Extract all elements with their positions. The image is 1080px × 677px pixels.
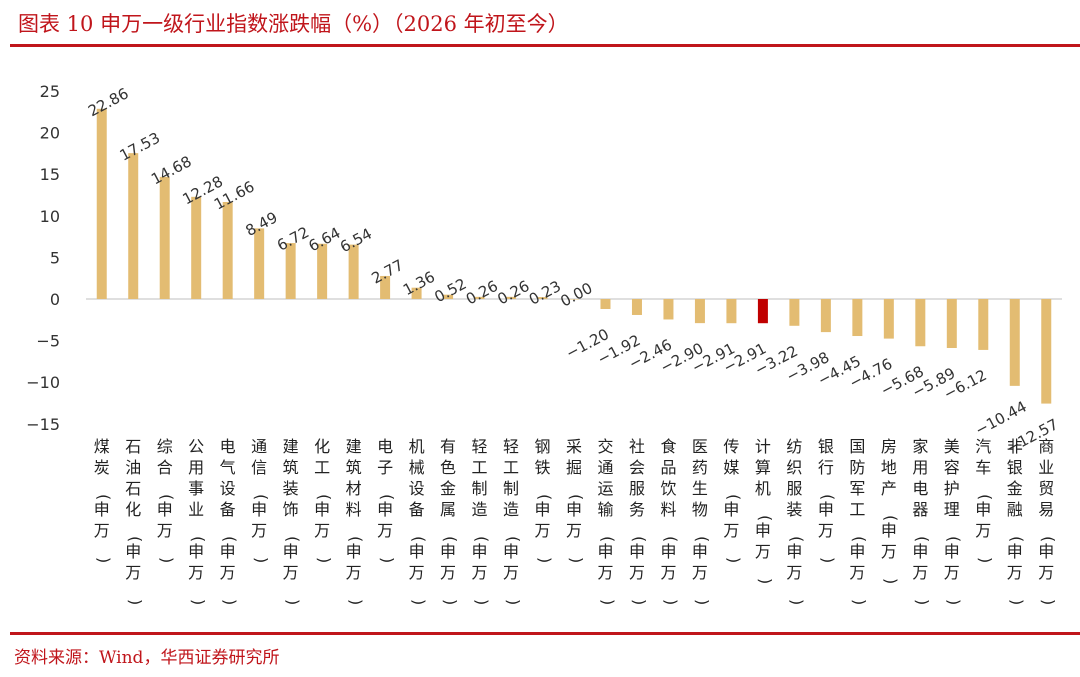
y-tick-label: −15 <box>26 415 60 434</box>
bar <box>600 299 611 309</box>
bar <box>443 294 454 299</box>
bar <box>317 243 328 299</box>
bar <box>631 299 642 315</box>
y-tick-label: 0 <box>50 290 60 309</box>
category-label: 采掘(申万) <box>566 437 586 563</box>
category-label: 家用电器(申万) <box>912 437 932 605</box>
category-label: 煤炭(申万) <box>94 437 114 563</box>
bar <box>915 299 926 347</box>
title-divider <box>10 44 1080 47</box>
y-tick-label: 20 <box>40 124 60 143</box>
bar <box>820 299 831 333</box>
category-label: 轻工制造(申万) <box>503 437 523 605</box>
bar <box>569 299 579 300</box>
category-label: 通信(申万) <box>251 437 271 563</box>
category-label: 医药生物(申万) <box>692 437 712 605</box>
bar <box>348 244 359 299</box>
bar <box>96 108 107 299</box>
data-label: 14.68 <box>148 152 194 188</box>
bar <box>789 299 800 326</box>
category-label: 综合(申万) <box>157 437 177 563</box>
footer-divider <box>10 632 1080 635</box>
category-label: 商业贸易(申万) <box>1038 437 1058 605</box>
category-label: 纺织服装(申万) <box>786 437 806 605</box>
bar <box>946 299 957 349</box>
bar <box>474 296 485 299</box>
page-title: 图表 10 申万一级行业指数涨跌幅（%）（2026 年初至今） <box>18 12 569 36</box>
bar <box>694 299 705 324</box>
bar <box>1041 299 1052 404</box>
bar <box>380 275 391 299</box>
category-label: 非银金融(申万) <box>1007 437 1027 605</box>
bar <box>1009 299 1020 386</box>
bar <box>254 228 265 299</box>
bar <box>191 196 202 299</box>
bar <box>757 299 768 324</box>
category-label: 交通运输(申万) <box>597 437 617 605</box>
bar <box>852 299 863 337</box>
category-label: 银行(申万) <box>818 437 838 563</box>
category-label: 美容护理(申万) <box>944 437 964 605</box>
category-label: 电气设备(申万) <box>220 437 240 605</box>
data-label: 0.23 <box>526 277 564 309</box>
source-note: 资料来源：Wind，华西证券研究所 <box>14 648 280 668</box>
bar <box>128 153 139 299</box>
bar <box>978 299 989 350</box>
bar <box>726 299 737 324</box>
bar <box>285 243 296 299</box>
bar <box>537 297 548 299</box>
category-label: 轻工制造(申万) <box>472 437 492 605</box>
category-label: 房地产(申万) <box>881 437 901 584</box>
data-label: 17.53 <box>117 129 163 165</box>
category-label: 石油石化(申万) <box>125 437 145 605</box>
y-tick-label: −5 <box>36 332 60 351</box>
category-label: 社会服务(申万) <box>629 437 649 605</box>
bar <box>663 299 674 320</box>
category-label: 汽车(申万) <box>975 437 995 563</box>
category-label: 计算机(申万) <box>755 437 775 584</box>
category-label: 建筑材料(申万) <box>346 437 366 605</box>
category-label: 公用事业(申万) <box>188 437 208 605</box>
bar <box>159 176 170 299</box>
category-label: 钢铁(申万) <box>535 437 555 563</box>
bar <box>411 287 422 299</box>
data-label: 0.52 <box>431 275 469 307</box>
category-label: 建筑装饰(申万) <box>283 437 303 605</box>
bar <box>506 296 517 299</box>
y-tick-label: −10 <box>26 373 60 392</box>
y-tick-label: 15 <box>40 165 60 184</box>
category-label: 有色金属(申万) <box>440 437 460 605</box>
category-label: 化工(申万) <box>314 437 334 563</box>
category-label: 国防军工(申万) <box>849 437 869 605</box>
data-label: 22.86 <box>85 84 131 120</box>
bar <box>222 201 233 299</box>
category-label: 食品饮料(申万) <box>660 437 680 605</box>
y-tick-label: 5 <box>50 248 60 267</box>
y-tick-label: 10 <box>40 207 60 226</box>
bar <box>883 299 894 339</box>
bar-chart: 2520151050−5−10−1522.8617.5314.6812.2811… <box>26 82 1062 605</box>
category-label: 传媒(申万) <box>723 437 743 563</box>
category-label: 机械设备(申万) <box>409 437 429 605</box>
data-label: 0.00 <box>557 279 595 311</box>
y-tick-label: 25 <box>40 82 60 101</box>
category-label: 电子(申万) <box>377 437 397 563</box>
